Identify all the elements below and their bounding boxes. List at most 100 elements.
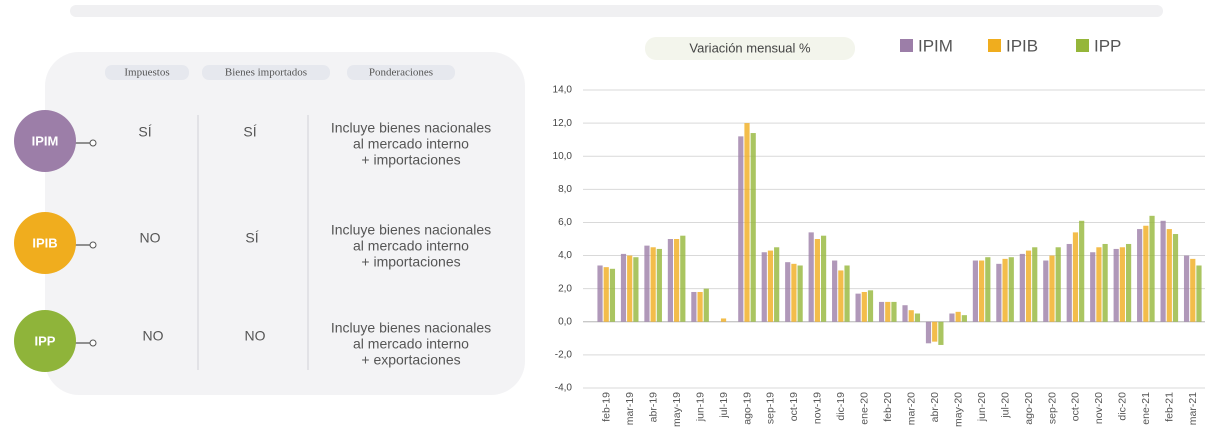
bar bbox=[1125, 243, 1132, 322]
x-tick-label: oct-19 bbox=[788, 392, 800, 421]
bar bbox=[738, 136, 744, 322]
header: Ponderaciones bbox=[369, 67, 433, 79]
row-badge bbox=[14, 212, 76, 274]
header-pill bbox=[105, 65, 189, 80]
legend-label: IPP bbox=[1094, 36, 1121, 55]
row-label: IPIB bbox=[32, 235, 57, 250]
bar bbox=[609, 268, 616, 322]
cell-line: Incluye bienes nacionales bbox=[331, 222, 491, 238]
x-tick-label: jul-19 bbox=[718, 392, 730, 419]
bar bbox=[633, 257, 639, 322]
cell-line: Incluye bienes nacionales bbox=[331, 120, 491, 136]
bar bbox=[597, 265, 603, 322]
bar bbox=[785, 262, 791, 322]
y-tick-label: 2,0 bbox=[558, 283, 572, 294]
bar bbox=[938, 321, 944, 345]
row-badge bbox=[14, 310, 76, 372]
header: Impuestos bbox=[124, 67, 169, 79]
legend-label: IPIM bbox=[918, 36, 953, 55]
bar bbox=[820, 235, 827, 322]
bar bbox=[774, 247, 780, 322]
bar bbox=[1196, 265, 1202, 322]
y-tick-label: 8,0 bbox=[558, 184, 572, 195]
cell: SÍ bbox=[243, 124, 256, 140]
x-tick-label: feb-19 bbox=[601, 392, 613, 422]
cell-line: + exportaciones bbox=[361, 352, 460, 368]
bar bbox=[1002, 258, 1008, 322]
x-tick-label: ene-20 bbox=[859, 392, 871, 425]
header-pill bbox=[347, 65, 455, 80]
bar bbox=[656, 248, 662, 322]
header: Bienes importados bbox=[225, 67, 307, 79]
x-tick-label: may-20 bbox=[952, 392, 964, 427]
bar bbox=[1032, 247, 1038, 322]
connector-dot bbox=[89, 139, 97, 147]
bar bbox=[1172, 234, 1179, 322]
cell-line: al mercado interno bbox=[353, 238, 469, 254]
title-pill bbox=[645, 37, 855, 60]
bar bbox=[1183, 255, 1190, 322]
bar bbox=[1008, 257, 1014, 322]
legend-swatch bbox=[900, 39, 913, 52]
cell: SÍ bbox=[138, 124, 151, 140]
x-tick-label: oct-20 bbox=[1070, 392, 1082, 421]
bar bbox=[1055, 247, 1061, 322]
x-tick-label: jun-19 bbox=[694, 392, 706, 422]
connector-dot bbox=[89, 241, 97, 249]
bar bbox=[603, 267, 609, 322]
x-tick-label: dic-20 bbox=[1117, 392, 1129, 421]
row-label: IPIM bbox=[32, 133, 59, 148]
bar bbox=[744, 123, 750, 322]
bar bbox=[1079, 220, 1085, 322]
bar bbox=[925, 321, 932, 344]
chart-title: Variación mensual % bbox=[689, 40, 811, 55]
x-tick-label: feb-20 bbox=[882, 392, 894, 422]
bar bbox=[720, 318, 727, 322]
bar bbox=[667, 239, 674, 322]
bar bbox=[680, 235, 686, 322]
bar bbox=[1143, 225, 1149, 322]
cell-line: al mercado interno bbox=[353, 336, 469, 352]
legend-swatch bbox=[1076, 39, 1089, 52]
bar bbox=[1019, 253, 1025, 322]
row-label: IPP bbox=[35, 333, 56, 348]
bar bbox=[855, 293, 861, 322]
bar bbox=[627, 255, 633, 322]
bar bbox=[797, 265, 803, 322]
legend-swatch bbox=[988, 39, 1001, 52]
x-tick-label: sep-19 bbox=[765, 392, 777, 424]
cell: NO bbox=[245, 328, 266, 344]
bar bbox=[1190, 258, 1196, 322]
x-tick-label: nov-19 bbox=[812, 392, 824, 424]
bar bbox=[932, 321, 938, 342]
bar bbox=[908, 310, 914, 322]
bar bbox=[878, 301, 885, 322]
y-tick-label: 6,0 bbox=[558, 217, 572, 228]
bar bbox=[1090, 252, 1096, 322]
bar bbox=[832, 260, 838, 322]
header-pill bbox=[202, 65, 330, 80]
bar bbox=[620, 253, 627, 322]
x-tick-label: mar-19 bbox=[624, 392, 636, 425]
y-tick-label: 14,0 bbox=[553, 85, 573, 96]
bar bbox=[1025, 250, 1032, 322]
x-tick-label: may-19 bbox=[671, 392, 683, 427]
bar bbox=[650, 247, 656, 322]
bar bbox=[1043, 260, 1049, 322]
x-tick-label: abr-20 bbox=[929, 392, 941, 423]
bar bbox=[1166, 229, 1172, 322]
x-tick-label: nov-20 bbox=[1093, 392, 1105, 424]
bar bbox=[1066, 243, 1072, 322]
x-tick-label: feb-21 bbox=[1164, 392, 1176, 422]
cell: SÍ bbox=[245, 230, 258, 246]
bar bbox=[1049, 255, 1055, 322]
bar bbox=[1160, 220, 1166, 322]
x-tick-label: mar-20 bbox=[906, 392, 918, 425]
bar bbox=[844, 265, 850, 322]
y-tick-label: 0,0 bbox=[558, 316, 572, 327]
bar bbox=[1072, 232, 1079, 322]
bar bbox=[1096, 247, 1102, 322]
top-bar bbox=[70, 5, 1163, 17]
bar bbox=[691, 291, 697, 322]
